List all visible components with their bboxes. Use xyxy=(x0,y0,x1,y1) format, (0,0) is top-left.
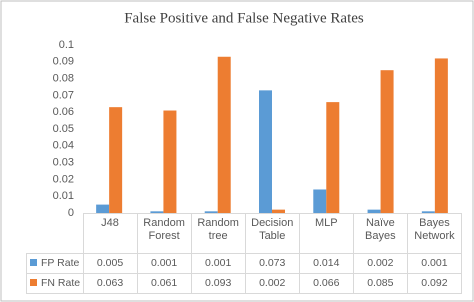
bar xyxy=(150,211,164,213)
table-value: 0.063 xyxy=(82,273,138,294)
table-value: 0.085 xyxy=(352,273,408,294)
table-value: 0.001 xyxy=(190,253,246,274)
bar xyxy=(313,189,327,213)
bar xyxy=(109,107,123,213)
y-tick-label: 0.01 xyxy=(53,190,74,202)
table-corner xyxy=(27,214,84,254)
bar xyxy=(380,70,394,213)
legend-entry: FP Rate xyxy=(26,253,84,274)
category-label: Random Forest xyxy=(136,213,192,254)
bar xyxy=(421,211,435,213)
category-label: MLP xyxy=(298,213,354,254)
legend-entry: FN Rate xyxy=(26,273,84,294)
bar xyxy=(96,204,110,213)
table-value: 0.002 xyxy=(244,273,300,294)
table-value: 0.073 xyxy=(244,253,300,274)
y-tick-label: 0.1 xyxy=(59,39,74,51)
data-table: J48 Random Forest Random tree Decision Tabl… xyxy=(26,213,463,294)
y-tick-label: 0.04 xyxy=(53,140,74,152)
y-tick-label: 0.05 xyxy=(53,123,74,135)
bar xyxy=(163,110,177,213)
table-value: 0.005 xyxy=(82,253,138,274)
y-tick-label: 0.07 xyxy=(53,89,74,101)
table-value: 0.061 xyxy=(136,273,192,294)
y-tick-label: 0.02 xyxy=(53,173,74,185)
bar xyxy=(259,90,272,213)
category-label: Naïve Bayes xyxy=(352,213,408,254)
legend-key xyxy=(30,259,37,266)
legend-label: FN Rate xyxy=(41,277,81,289)
bar xyxy=(326,102,340,213)
category-label: Decision Table xyxy=(244,213,300,254)
category-label: Random tree xyxy=(190,213,246,254)
bar xyxy=(217,56,231,214)
bar xyxy=(272,209,285,213)
y-tick-label: 0.06 xyxy=(53,106,74,118)
category-label: Bayes Network xyxy=(406,213,463,254)
y-tick-label: 0.03 xyxy=(53,157,74,169)
table-header-row: J48 Random Forest Random tree Decision Tabl… xyxy=(27,213,463,254)
table-value: 0.093 xyxy=(190,273,246,294)
legend-key xyxy=(30,279,37,286)
chart-title: False Positive and False Negative Rates xyxy=(124,10,364,26)
y-tick-label: 0.09 xyxy=(53,56,74,68)
table-value: 0.002 xyxy=(352,253,408,274)
table-value: 0.001 xyxy=(136,253,192,274)
y-tick-label: 0 xyxy=(68,207,74,219)
category-label: J48 xyxy=(82,213,138,254)
table-row: FN Rate 0.063 0.061 0.093 0.002 0.066 0.085 0.0… xyxy=(26,273,463,294)
y-tick-label: 0.08 xyxy=(53,73,74,85)
table-value: 0.092 xyxy=(406,273,463,294)
bar xyxy=(367,209,381,213)
table-value: 0.066 xyxy=(298,273,354,294)
table-value: 0.001 xyxy=(406,253,463,274)
bar xyxy=(434,58,448,213)
bar xyxy=(204,211,218,213)
table-value: 0.014 xyxy=(298,253,354,274)
legend-label: FP Rate xyxy=(41,257,80,269)
table-row: FP Rate 0.005 0.001 0.001 0.073 0.014 0.002 0.0… xyxy=(26,253,463,274)
